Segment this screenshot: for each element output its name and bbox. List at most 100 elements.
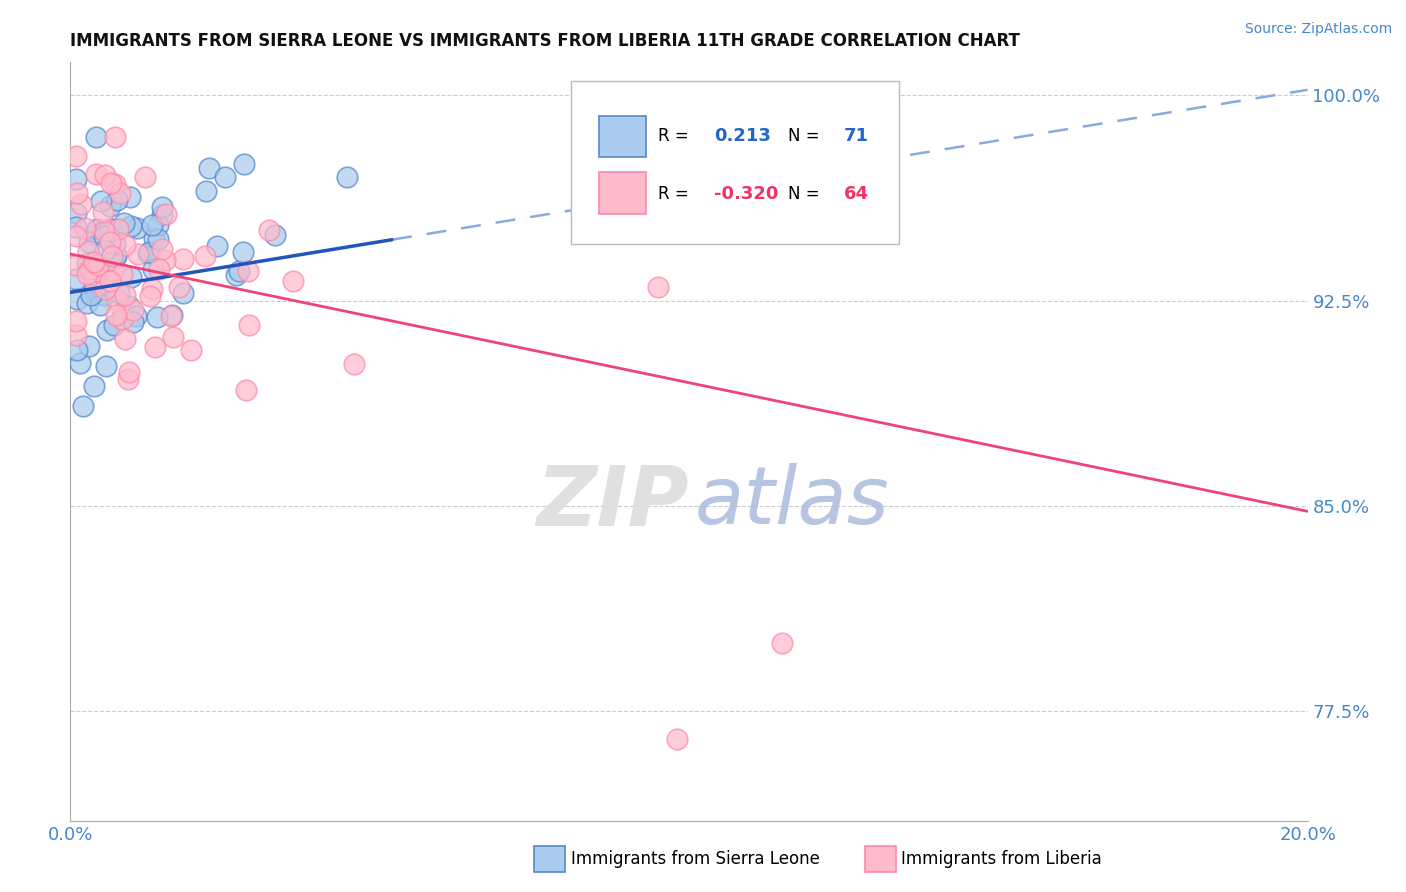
Point — [98, 235, 121, 249]
Text: 71: 71 — [844, 127, 869, 145]
Point — [225, 268, 247, 282]
Point — [120, 219, 142, 233]
Point — [162, 309, 184, 323]
Point — [65, 171, 87, 186]
Point — [111, 267, 134, 281]
Point — [76, 267, 98, 281]
Text: 0.213: 0.213 — [714, 127, 770, 145]
Point — [94, 168, 117, 182]
Point — [89, 298, 111, 312]
Point — [72, 399, 94, 413]
Point — [146, 232, 169, 246]
Point — [84, 284, 107, 298]
Point — [79, 261, 101, 276]
Point — [104, 177, 127, 191]
Text: R =: R = — [658, 127, 689, 145]
Point — [94, 243, 117, 257]
Text: N =: N = — [787, 185, 820, 202]
Point — [94, 273, 117, 287]
Point — [103, 252, 125, 267]
Point — [122, 303, 145, 318]
Point — [112, 217, 135, 231]
Text: IMMIGRANTS FROM SIERRA LEONE VS IMMIGRANTS FROM LIBERIA 11TH GRADE CORRELATION C: IMMIGRANTS FROM SIERRA LEONE VS IMMIGRAN… — [70, 32, 1021, 50]
Point — [70, 196, 93, 211]
Point — [76, 262, 98, 277]
Point — [118, 365, 141, 379]
Point — [136, 246, 159, 260]
Point — [65, 220, 87, 235]
Point — [82, 227, 104, 242]
Point — [172, 285, 194, 300]
Point — [142, 262, 165, 277]
Point — [93, 228, 115, 243]
Point — [65, 206, 87, 220]
Point — [90, 194, 112, 208]
Point — [141, 282, 163, 296]
Point — [141, 218, 163, 232]
Point — [214, 170, 236, 185]
Point — [238, 264, 260, 278]
Point — [125, 220, 148, 235]
Text: Immigrants from Liberia: Immigrants from Liberia — [901, 850, 1102, 868]
FancyBboxPatch shape — [599, 172, 645, 214]
Point — [647, 280, 669, 294]
Point — [150, 200, 173, 214]
Point — [77, 339, 100, 353]
Point — [118, 190, 141, 204]
Point — [118, 299, 141, 313]
Point — [77, 244, 100, 258]
Point — [98, 274, 121, 288]
Point — [150, 208, 173, 222]
Point — [180, 343, 202, 358]
Point — [172, 252, 194, 266]
Point — [93, 282, 115, 296]
Point — [98, 199, 121, 213]
Point — [146, 310, 169, 325]
Point — [194, 249, 217, 263]
Point — [80, 288, 103, 302]
Point — [84, 260, 107, 275]
Point — [104, 129, 127, 144]
Point — [83, 379, 105, 393]
Point — [65, 313, 87, 327]
Point — [77, 235, 100, 249]
Point — [108, 286, 131, 301]
Point — [228, 264, 250, 278]
Point — [139, 289, 162, 303]
Point — [110, 186, 132, 201]
Text: R =: R = — [658, 185, 689, 202]
Point — [66, 292, 89, 306]
Point — [84, 129, 107, 144]
Point — [65, 271, 87, 285]
Point — [83, 284, 105, 298]
Point — [75, 221, 97, 235]
Point — [134, 170, 156, 185]
Point — [114, 288, 136, 302]
Point — [84, 167, 107, 181]
Point — [143, 231, 166, 245]
Point — [65, 328, 87, 343]
Point — [93, 224, 115, 238]
Point — [167, 280, 190, 294]
Point — [105, 293, 128, 307]
Point — [162, 330, 184, 344]
Point — [93, 287, 115, 301]
Point — [94, 359, 117, 373]
Point — [198, 161, 221, 175]
Point — [105, 194, 128, 208]
Point — [100, 176, 122, 190]
Point — [150, 242, 173, 256]
Point — [103, 222, 125, 236]
Point — [112, 305, 135, 319]
Point — [98, 221, 121, 235]
Text: 64: 64 — [844, 185, 869, 202]
Point — [143, 340, 166, 354]
Point — [159, 309, 181, 323]
Point — [257, 222, 280, 236]
Point — [125, 309, 148, 323]
Point — [146, 219, 169, 233]
Point — [104, 309, 127, 323]
Point — [238, 318, 260, 332]
Point — [69, 356, 91, 370]
Point — [83, 255, 105, 269]
